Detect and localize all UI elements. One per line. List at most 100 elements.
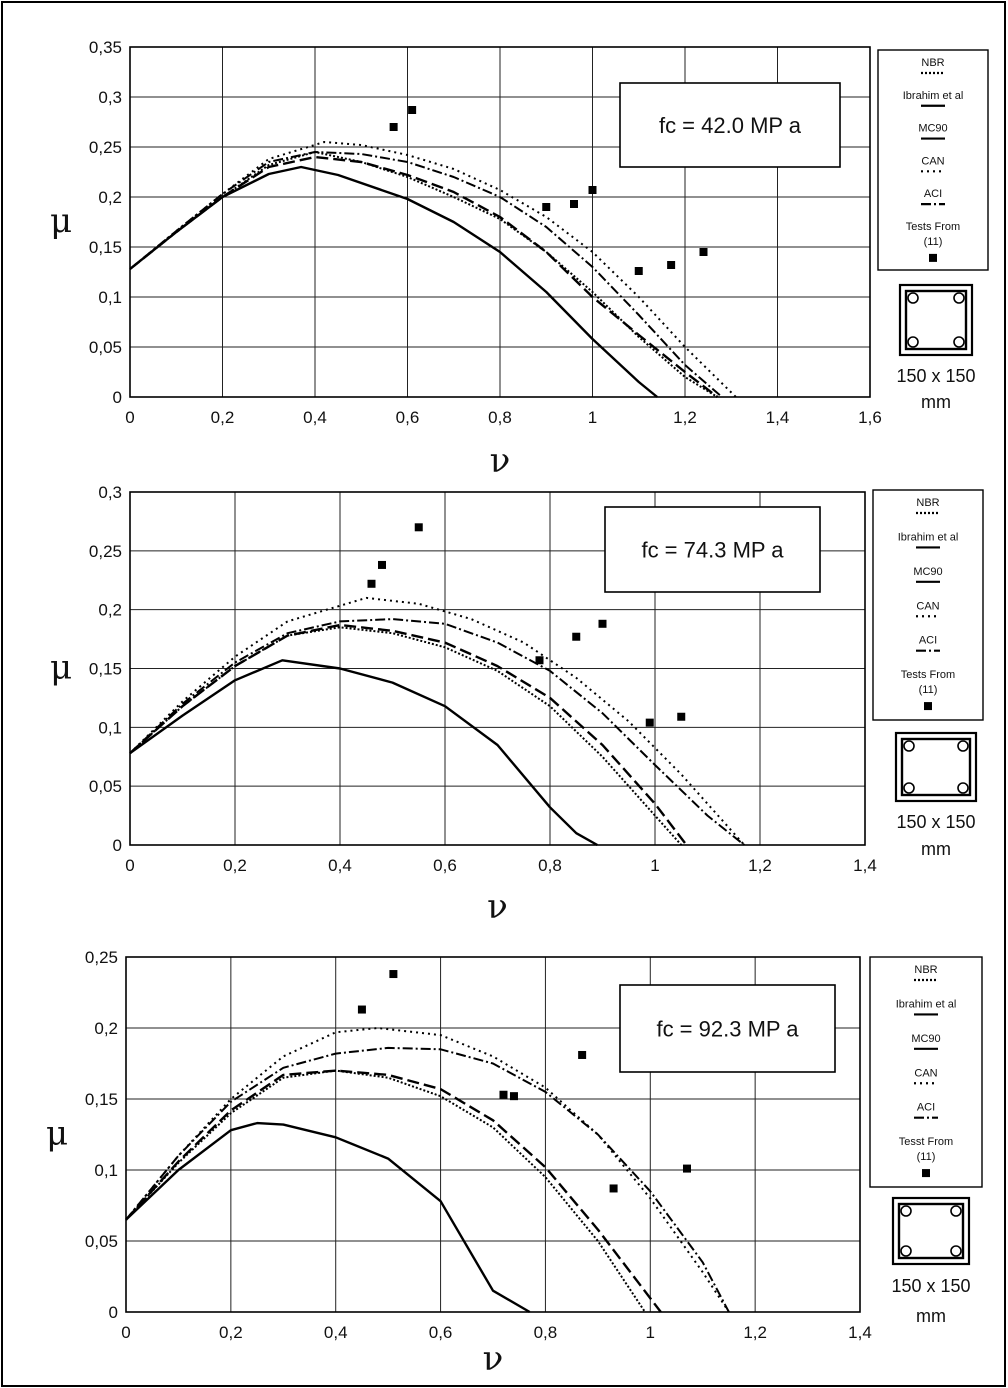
legend-test-marker <box>929 253 937 262</box>
x-tick-label: 0 <box>125 408 134 427</box>
y-tick-label: 0,05 <box>85 1232 118 1251</box>
legend-box <box>877 49 989 271</box>
legend-test-marker <box>924 702 932 711</box>
series-line-ibrahim <box>125 1046 730 1313</box>
rebar-bar <box>900 1245 912 1257</box>
x-tick-label: 0,6 <box>433 856 457 875</box>
test-point <box>677 712 686 721</box>
x-tick-label: 0,4 <box>328 856 352 875</box>
rebar-bar <box>950 1245 962 1257</box>
x-tick-label: 0,4 <box>324 1323 348 1342</box>
series-line-nbr <box>129 626 683 846</box>
legend-label: NBR <box>916 497 939 509</box>
y-tick-label: 0,05 <box>89 777 122 796</box>
x-tick-label: 0 <box>125 856 134 875</box>
rebar-bar <box>953 336 965 348</box>
x-tick-label: 0,6 <box>429 1323 453 1342</box>
y-tick-label: 0,15 <box>89 238 122 257</box>
series-line-can <box>129 623 688 846</box>
section-unit-label: mm <box>921 392 951 412</box>
y-tick-label: 0,05 <box>89 338 122 357</box>
legend-label: ACI <box>919 635 937 647</box>
x-tick-label: 0,4 <box>303 408 327 427</box>
x-tick-label: 1 <box>588 408 597 427</box>
rebar-bar <box>953 292 965 304</box>
x-axis-label: ν <box>483 1339 504 1379</box>
legend-label: NBR <box>914 964 937 976</box>
plot-area-border <box>129 46 871 398</box>
y-tick-label: 0,25 <box>89 542 122 561</box>
section-size-label: 150 x 150 <box>896 812 975 832</box>
test-point <box>499 1090 508 1099</box>
test-point <box>542 203 551 211</box>
series-line-nbr <box>125 1069 646 1313</box>
y-tick-label: 0,25 <box>89 138 122 157</box>
rebar-bar <box>903 740 915 752</box>
y-tick-label: 0 <box>113 388 122 407</box>
legend-label: CAN <box>916 600 939 612</box>
legend-label: Ibrahim et al <box>898 531 959 543</box>
section-unit-label: mm <box>916 1306 946 1326</box>
test-point <box>588 186 597 194</box>
y-tick-label: 0,2 <box>98 188 122 207</box>
cross-section-drawing <box>894 731 978 803</box>
y-tick-label: 0,1 <box>98 288 122 307</box>
test-point <box>357 1005 366 1014</box>
x-tick-label: 0,8 <box>534 1323 558 1342</box>
x-tick-label: 1,4 <box>853 856 877 875</box>
series-line-mc90 <box>129 165 658 398</box>
x-tick-label: 0 <box>121 1323 130 1342</box>
x-tick-label: 1,2 <box>673 408 697 427</box>
test-point <box>699 248 708 256</box>
x-tick-label: 1,2 <box>748 856 772 875</box>
test-point <box>578 1050 587 1059</box>
x-tick-label: 0,2 <box>211 408 235 427</box>
rebar-bar <box>900 1205 912 1217</box>
x-tick-label: 0,8 <box>538 856 562 875</box>
rebar-bar <box>957 782 969 794</box>
series-line-can <box>125 1069 662 1313</box>
legend-label: CAN <box>914 1067 937 1079</box>
legend-label: CAN <box>921 155 944 167</box>
test-point <box>535 656 544 665</box>
section-stirrup <box>897 1202 965 1260</box>
x-tick-label: 1 <box>650 856 659 875</box>
fc-annotation-box <box>604 506 821 593</box>
series-line-aci <box>129 141 737 398</box>
test-point <box>634 267 643 275</box>
section-size-label: 150 x 150 <box>896 366 975 386</box>
chart-panel-3: 0 0,2 0,4 0,6 0,8 1 1,2 1,4 0 0,05 0,1 0,15 0,2 0,25 f… <box>46 948 983 1379</box>
test-point <box>414 523 423 532</box>
legend-label: MC90 <box>918 123 947 135</box>
y-tick-label: 0,1 <box>98 718 122 737</box>
rebar-bar <box>907 292 919 304</box>
test-point <box>389 123 398 131</box>
test-point <box>367 579 376 588</box>
section-unit-label: mm <box>921 839 951 859</box>
section-stirrup <box>904 289 968 351</box>
series-line-aci <box>125 1027 730 1313</box>
fc-annotation: fc = 92.3 MP a <box>656 1017 799 1042</box>
test-point <box>570 200 578 208</box>
y-tick-label: 0 <box>109 1303 118 1322</box>
x-tick-label: 1,6 <box>858 408 882 427</box>
legend-label: MC90 <box>913 566 942 578</box>
x-axis-label: ν <box>490 441 511 481</box>
y-tick-label: 0,1 <box>94 1161 118 1180</box>
test-point <box>509 1092 518 1101</box>
legend-label: (11) <box>917 1151 936 1163</box>
x-tick-label: 1 <box>646 1323 655 1342</box>
test-point <box>645 718 654 727</box>
legend-box <box>869 956 983 1188</box>
x-tick-label: 1,4 <box>848 1323 872 1342</box>
y-tick-label: 0,15 <box>89 660 122 679</box>
y-tick-label: 0 <box>113 836 122 855</box>
fc-annotation: fc = 42.0 MP a <box>659 113 802 138</box>
y-axis-label: μ <box>50 648 72 688</box>
chart-panel-2: 0 0,2 0,4 0,6 0,8 1 1,2 1,4 0 0,05 0,1 0,15 0,2 0,25 0… <box>50 483 984 927</box>
y-axis-label: μ <box>50 201 72 241</box>
fc-annotation: fc = 74.3 MP a <box>641 538 784 563</box>
x-tick-label: 0,8 <box>488 408 512 427</box>
